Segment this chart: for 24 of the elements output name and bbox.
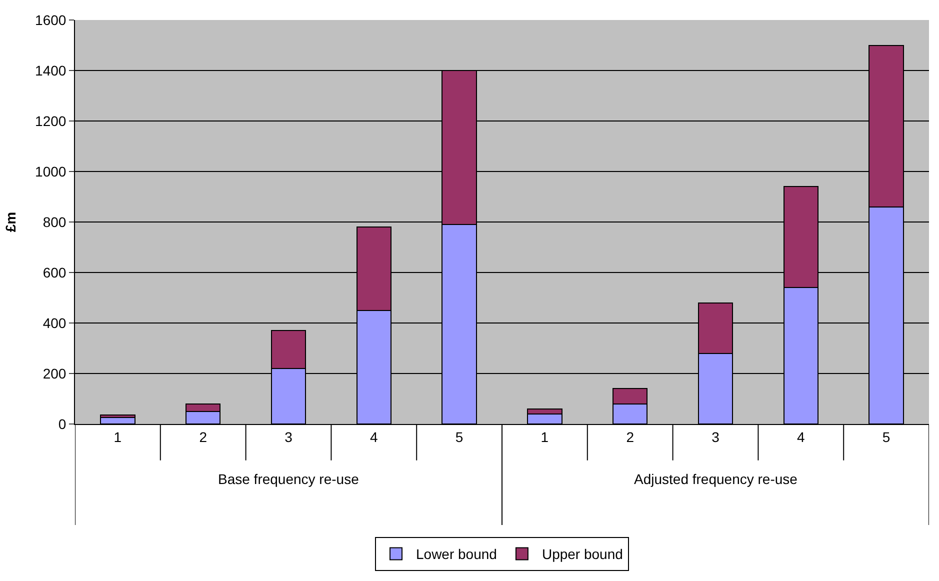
- legend-label: Lower bound: [416, 546, 497, 562]
- y-tick-label: 200: [42, 365, 66, 382]
- x-tick-label: 1: [114, 428, 122, 445]
- text: Base frequency re-use: [218, 471, 360, 487]
- y-tick-label: 1600: [35, 12, 66, 28]
- x-tick-label: 3: [284, 428, 293, 445]
- x-tick-label: 5: [882, 428, 890, 445]
- y-tick-label: 1200: [35, 112, 66, 129]
- y-tick-label: 1000: [35, 163, 66, 180]
- x-tick-label: 2: [199, 428, 208, 445]
- y-axis-title: £m: [2, 212, 19, 232]
- y-tick-label: 1400: [35, 62, 66, 78]
- x-tick-label: 4: [797, 428, 805, 445]
- legend-label: Upper bound: [542, 546, 623, 562]
- x-tick-label: 5: [455, 428, 464, 445]
- x-tick-label: 2: [626, 428, 634, 445]
- y-tick-label: 400: [42, 314, 66, 331]
- x-tick-label: 3: [712, 428, 720, 445]
- y-tick-label: 600: [42, 264, 66, 280]
- y-tick-label: 800: [42, 214, 66, 230]
- text: Adjusted frequency re-use: [634, 471, 798, 487]
- y-tick-label: 0: [58, 416, 66, 432]
- x-tick-label: 4: [370, 428, 378, 445]
- x-tick-label: 1: [540, 428, 549, 445]
